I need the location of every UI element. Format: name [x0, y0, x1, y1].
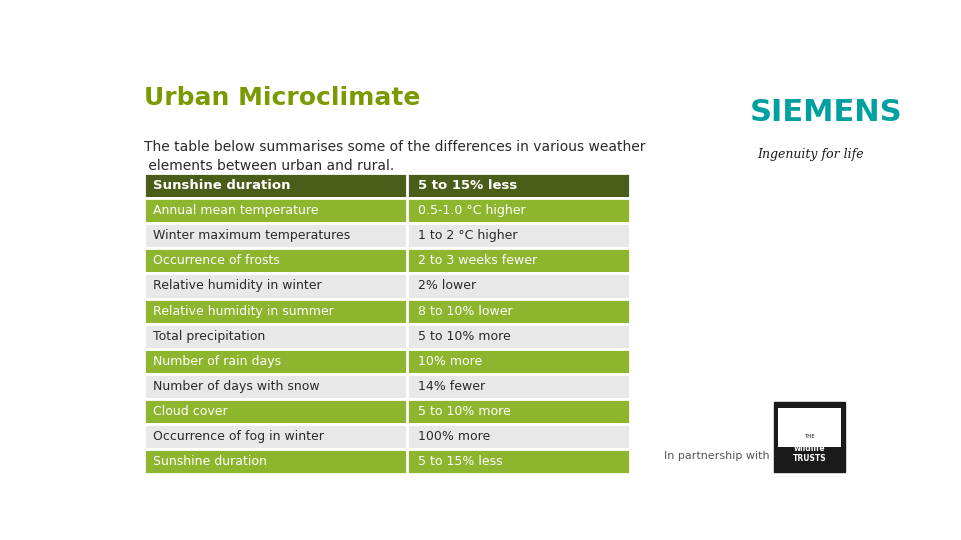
Text: Number of days with snow: Number of days with snow	[153, 380, 319, 393]
Text: Occurrence of frosts: Occurrence of frosts	[153, 254, 280, 267]
Bar	[777, 408, 841, 447]
Text: 10% more: 10% more	[418, 355, 482, 368]
Text: Number of rain days: Number of rain days	[153, 355, 281, 368]
Text: 2 to 3 weeks fewer: 2 to 3 weeks fewer	[418, 254, 537, 267]
Text: Ingenuity for life: Ingenuity for life	[757, 148, 864, 161]
Text: Urban Microclimate: Urban Microclimate	[144, 85, 420, 110]
Text: Annual mean temperature: Annual mean temperature	[153, 204, 318, 217]
Text: 5 to 10% more: 5 to 10% more	[418, 330, 511, 343]
Text: Cloud cover: Cloud cover	[153, 405, 228, 418]
Text: 5 to 10% more: 5 to 10% more	[418, 405, 511, 418]
Text: Total precipitation: Total precipitation	[153, 330, 265, 343]
Bar	[774, 402, 845, 472]
Text: The table below summarises some of the differences in various weather
 elements : The table below summarises some of the d…	[144, 140, 646, 173]
Bar	[144, 349, 630, 374]
Text: Sunshine duration: Sunshine duration	[153, 455, 267, 468]
Bar	[144, 248, 630, 273]
Bar	[144, 173, 630, 198]
Text: Occurrence of fog in winter: Occurrence of fog in winter	[153, 430, 324, 443]
Text: In partnership with: In partnership with	[664, 451, 770, 461]
Bar	[144, 449, 630, 474]
Text: 0.5-1.0 °C higher: 0.5-1.0 °C higher	[418, 204, 526, 217]
Text: 100% more: 100% more	[418, 430, 490, 443]
Bar	[144, 323, 630, 349]
Bar	[144, 273, 630, 299]
Text: 5 to 15% less: 5 to 15% less	[418, 179, 517, 192]
Text: 1 to 2 °C higher: 1 to 2 °C higher	[418, 229, 518, 242]
Text: SIEMENS: SIEMENS	[750, 98, 902, 127]
Text: 14% fewer: 14% fewer	[418, 380, 485, 393]
Bar	[144, 198, 630, 223]
Text: Sunshine duration: Sunshine duration	[153, 179, 290, 192]
Text: Relative humidity in summer: Relative humidity in summer	[153, 305, 333, 318]
Bar	[144, 374, 630, 399]
Text: THE: THE	[804, 435, 815, 440]
Text: 2% lower: 2% lower	[418, 280, 476, 293]
Bar	[144, 299, 630, 323]
Bar	[144, 223, 630, 248]
Text: 8 to 10% lower: 8 to 10% lower	[418, 305, 512, 318]
Text: 5 to 15% less: 5 to 15% less	[418, 455, 503, 468]
Text: Winter maximum temperatures: Winter maximum temperatures	[153, 229, 350, 242]
Bar	[144, 424, 630, 449]
Text: Relative humidity in winter: Relative humidity in winter	[153, 280, 322, 293]
Text: wildlife
TRUSTS: wildlife TRUSTS	[793, 444, 826, 463]
Bar	[144, 399, 630, 424]
